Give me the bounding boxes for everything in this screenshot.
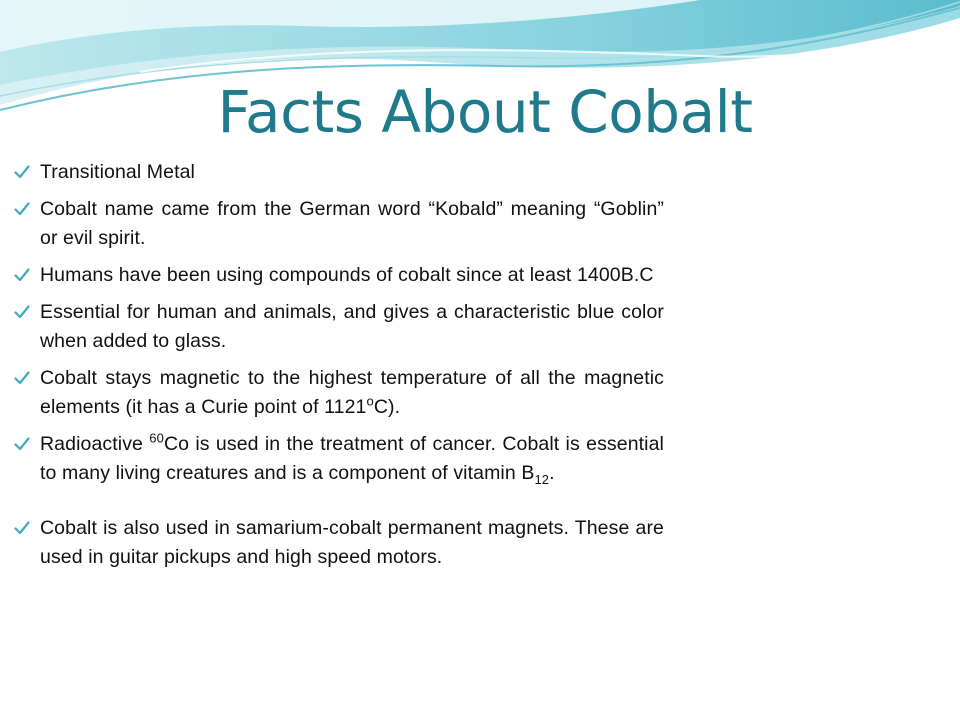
check-icon <box>14 202 30 216</box>
bullet-text: Radioactive <box>40 433 150 455</box>
list-item: Cobalt stays magnetic to the highest tem… <box>14 364 664 422</box>
bullet-text: Cobalt name came from the German word “K… <box>40 198 664 249</box>
isotope-superscript: 60 <box>149 430 164 446</box>
list-item: Transitional Metal <box>14 158 664 187</box>
degree-superscript: o <box>366 393 374 409</box>
slide-title: Facts About Cobalt <box>217 78 753 146</box>
check-icon <box>14 371 30 385</box>
bullet-text: . <box>549 462 555 484</box>
decorative-wave-banner <box>0 0 960 111</box>
bullet-text: Transitional Metal <box>40 161 195 183</box>
check-icon <box>14 437 30 451</box>
bullet-text: Co is used in the treatment of cancer. C… <box>40 433 664 484</box>
check-icon <box>14 165 30 179</box>
check-icon <box>14 268 30 282</box>
check-icon <box>14 521 30 535</box>
bullet-text: C). <box>373 396 401 418</box>
check-icon <box>14 305 30 319</box>
list-item: Cobalt name came from the German word “K… <box>14 195 664 253</box>
vitamin-subscript: 12 <box>534 471 550 487</box>
list-item: Essential for human and animals, and giv… <box>14 298 664 356</box>
bullet-text: Cobalt is also used in samarium-cobalt p… <box>40 517 664 568</box>
list-item: Radioactive 60Co is used in the treatmen… <box>14 430 664 488</box>
list-item: Humans have been using compounds of coba… <box>14 261 664 290</box>
bullet-text: Cobalt stays magnetic to the highest tem… <box>40 367 664 418</box>
bullet-list: Transitional Metal Cobalt name came from… <box>14 158 664 580</box>
bullet-text: Essential for human and animals, and giv… <box>40 301 664 352</box>
list-item: Cobalt is also used in samarium-cobalt p… <box>14 514 664 572</box>
bullet-text: Humans have been using compounds of coba… <box>40 264 654 286</box>
